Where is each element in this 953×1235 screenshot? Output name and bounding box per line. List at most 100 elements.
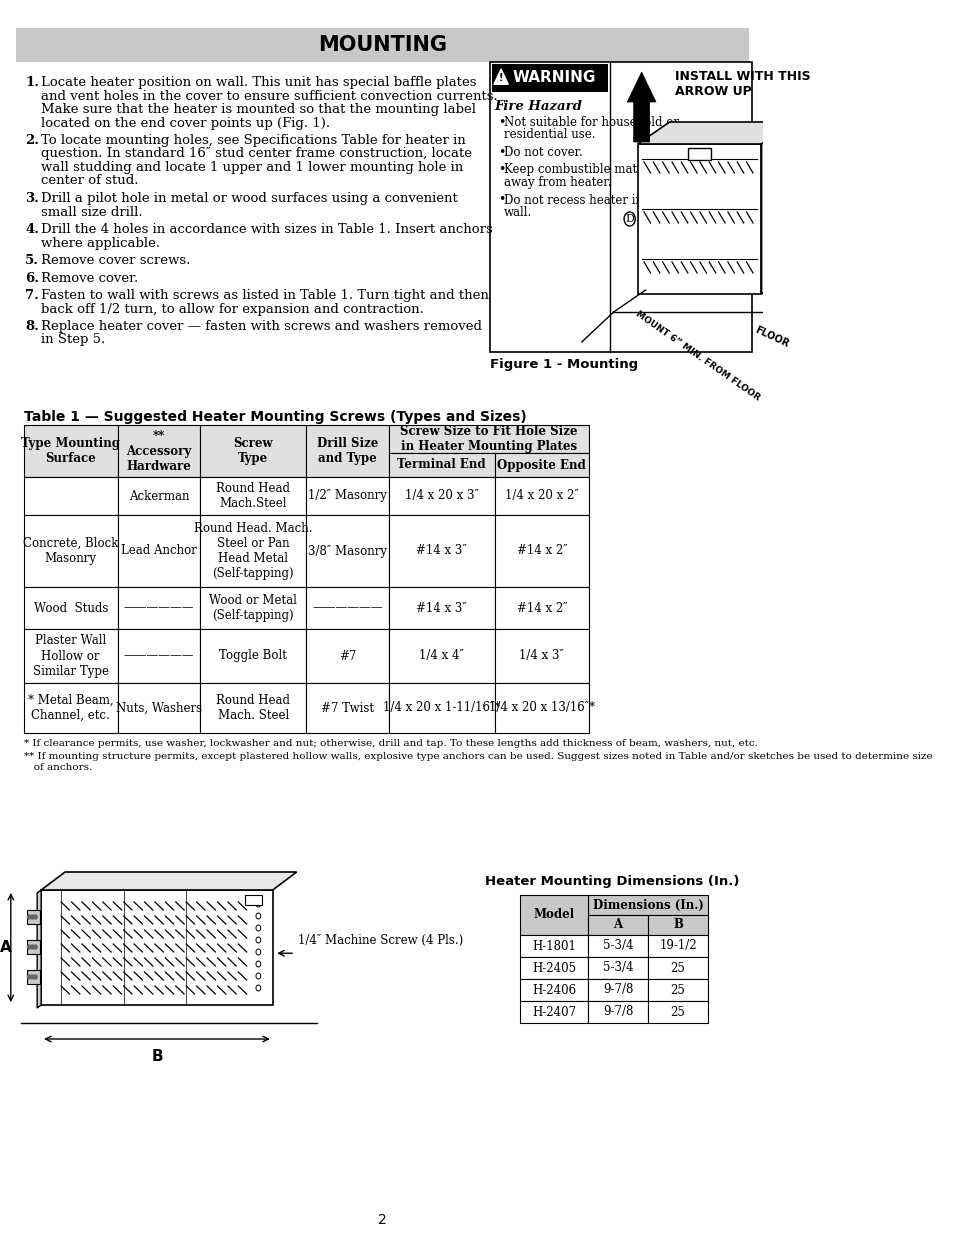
Text: Fasten to wall with screws as listed in Table 1. Turn tight and then: Fasten to wall with screws as listed in … — [41, 289, 489, 303]
Text: 5.: 5. — [25, 254, 39, 267]
Bar — [495, 477, 588, 515]
Text: •: • — [497, 163, 505, 177]
Bar — [306, 515, 388, 587]
Text: ** If mounting structure permits, except plastered hollow walls, explosive type : ** If mounting structure permits, except… — [24, 752, 931, 761]
Bar — [647, 915, 707, 935]
Text: INSTALL WITH THIS
ARROW UP: INSTALL WITH THIS ARROW UP — [675, 70, 810, 98]
Text: •: • — [497, 194, 505, 206]
Text: Concrete, Block
Masonry: Concrete, Block Masonry — [23, 537, 118, 564]
Text: Wood  Studs: Wood Studs — [33, 601, 108, 615]
Text: 8.: 8. — [25, 320, 39, 333]
Text: MOUNT 6” MIN. FROM FLOOR: MOUNT 6” MIN. FROM FLOOR — [633, 310, 760, 403]
Text: Drill Size
and Type: Drill Size and Type — [316, 437, 377, 466]
Text: Remove cover screws.: Remove cover screws. — [41, 254, 191, 267]
Bar — [24, 515, 117, 587]
Text: **
Accessory
Hardware: ** Accessory Hardware — [126, 430, 192, 473]
Text: H-2407: H-2407 — [532, 1005, 576, 1019]
Text: Opposite End: Opposite End — [497, 458, 585, 472]
Text: Screw
Type: Screw Type — [233, 437, 273, 466]
Text: 9-7/8: 9-7/8 — [602, 983, 633, 997]
Circle shape — [34, 974, 37, 979]
Text: #14 x 3″: #14 x 3″ — [416, 545, 467, 557]
Text: Terminal End: Terminal End — [396, 458, 485, 472]
Text: 3/8″ Masonry: 3/8″ Masonry — [308, 545, 387, 557]
Text: #7 Twist: #7 Twist — [320, 701, 374, 715]
Text: Table 1 — Suggested Heater Mounting Screws (Types and Sizes): Table 1 — Suggested Heater Mounting Scre… — [24, 410, 526, 424]
Circle shape — [30, 945, 34, 948]
Polygon shape — [37, 890, 41, 1008]
Text: Round Head
Mach. Steel: Round Head Mach. Steel — [216, 694, 290, 722]
Bar — [647, 979, 707, 1002]
Text: 1/4 x 4″: 1/4 x 4″ — [418, 650, 463, 662]
Text: 2.: 2. — [25, 135, 39, 147]
Text: Fire Hazard: Fire Hazard — [495, 100, 582, 112]
Bar — [495, 629, 588, 683]
Text: 1/2″ Masonry: 1/2″ Masonry — [308, 489, 386, 503]
Circle shape — [30, 915, 34, 919]
Bar — [41, 890, 273, 1005]
Text: H-2405: H-2405 — [532, 962, 576, 974]
Text: Keep combustible material: Keep combustible material — [504, 163, 664, 177]
Text: 1/4 x 20 x 1-11/16″*: 1/4 x 20 x 1-11/16″* — [382, 701, 499, 715]
Text: Drill a pilot hole in metal or wood surfaces using a convenient: Drill a pilot hole in metal or wood surf… — [41, 191, 457, 205]
Bar — [15, 28, 748, 62]
Text: back off 1/2 turn, to allow for expansion and contraction.: back off 1/2 turn, to allow for expansio… — [41, 303, 423, 315]
Text: To locate mounting holes, see Specifications Table for heater in: To locate mounting holes, see Specificat… — [41, 135, 465, 147]
Text: MOUNTING: MOUNTING — [317, 35, 446, 56]
Text: A: A — [613, 919, 622, 931]
Polygon shape — [760, 122, 793, 294]
Bar — [306, 629, 388, 683]
Polygon shape — [627, 72, 656, 142]
Bar — [519, 1002, 588, 1023]
Text: 1/4″ Machine Screw (4 Pls.): 1/4″ Machine Screw (4 Pls.) — [298, 934, 463, 946]
Bar — [495, 683, 588, 734]
Text: wall.: wall. — [504, 206, 532, 219]
Bar — [27, 910, 39, 924]
Bar — [306, 425, 388, 477]
Text: H-1801: H-1801 — [532, 940, 576, 952]
Bar — [647, 935, 707, 957]
Text: D: D — [624, 214, 634, 224]
Bar — [24, 587, 117, 629]
Bar — [388, 477, 495, 515]
Bar — [388, 425, 588, 453]
Bar — [519, 895, 588, 935]
Text: 5-3/4: 5-3/4 — [602, 962, 633, 974]
Text: Model: Model — [533, 909, 574, 921]
Text: Lead Anchor: Lead Anchor — [121, 545, 196, 557]
Text: B: B — [672, 919, 682, 931]
Bar — [117, 683, 200, 734]
Circle shape — [34, 945, 37, 948]
Bar — [588, 957, 647, 979]
Bar — [117, 515, 200, 587]
Text: located on the end cover points up (Fig. 1).: located on the end cover points up (Fig.… — [41, 116, 330, 130]
Circle shape — [28, 915, 30, 919]
Text: B: B — [151, 1049, 163, 1065]
Text: ——————: —————— — [124, 650, 194, 662]
Bar — [388, 515, 495, 587]
Text: 3.: 3. — [25, 191, 39, 205]
Bar — [495, 515, 588, 587]
Bar — [388, 629, 495, 683]
Bar — [200, 425, 306, 477]
Text: Ackerman: Ackerman — [129, 489, 189, 503]
Text: Do not recess heater into: Do not recess heater into — [504, 194, 655, 206]
Text: WARNING: WARNING — [512, 70, 595, 85]
Text: Figure 1 - Mounting: Figure 1 - Mounting — [490, 358, 638, 370]
Text: away from heater.: away from heater. — [504, 177, 611, 189]
Text: 1/4 x 20 x 13/16″*: 1/4 x 20 x 13/16″* — [488, 701, 595, 715]
Text: Round Head
Mach.Steel: Round Head Mach.Steel — [216, 482, 290, 510]
Bar — [647, 957, 707, 979]
Polygon shape — [637, 122, 793, 144]
Bar — [27, 940, 39, 953]
Text: 7.: 7. — [25, 289, 39, 303]
Text: #7: #7 — [338, 650, 355, 662]
Text: •: • — [497, 116, 505, 128]
Bar — [245, 895, 262, 905]
Circle shape — [30, 974, 34, 979]
Circle shape — [28, 974, 30, 979]
Bar — [200, 515, 306, 587]
Text: center of stud.: center of stud. — [41, 174, 138, 188]
Bar — [647, 1002, 707, 1023]
Text: * If clearance permits, use washer, lockwasher and nut; otherwise, drill and tap: * If clearance permits, use washer, lock… — [24, 739, 757, 748]
